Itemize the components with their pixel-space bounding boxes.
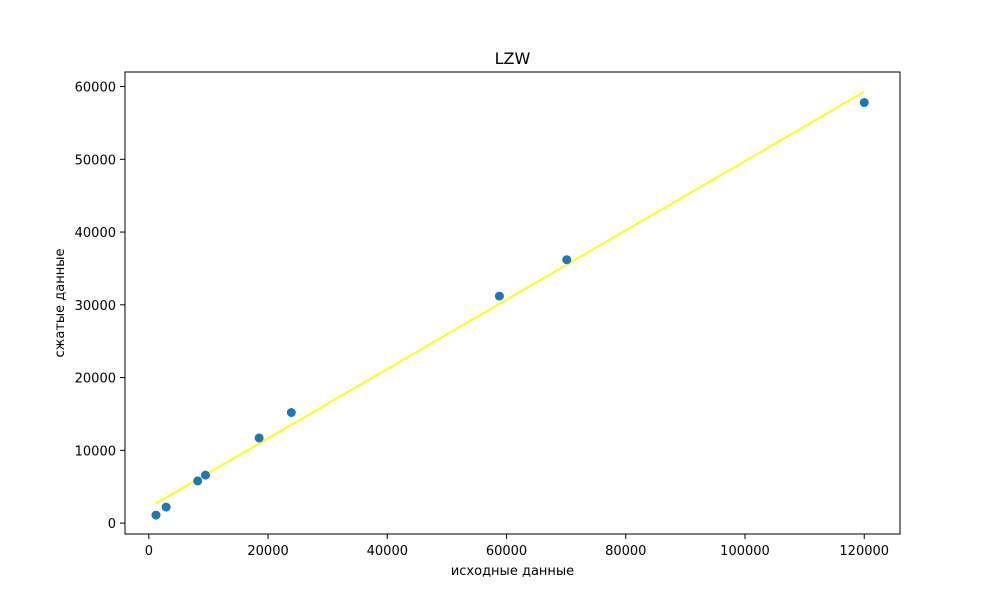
y-tick-label: 10000	[75, 444, 116, 459]
y-tick-label: 40000	[75, 226, 116, 241]
x-tick-label: 20000	[247, 544, 288, 559]
data-point	[562, 255, 572, 265]
data-point	[200, 470, 210, 480]
x-tick-label: 0	[145, 544, 153, 559]
chart-title: LZW	[495, 49, 531, 68]
y-tick-label: 60000	[75, 81, 116, 96]
data-point	[193, 476, 203, 486]
x-tick-label: 80000	[605, 544, 646, 559]
x-axis-title: исходные данные	[451, 564, 574, 579]
data-point	[254, 433, 264, 443]
data-point	[286, 407, 296, 417]
y-tick-label: 50000	[75, 153, 116, 168]
y-tick-label: 0	[108, 517, 116, 532]
y-axis-title: сжатые данные	[53, 248, 68, 357]
x-tick-label: 40000	[367, 544, 408, 559]
y-tick-label: 20000	[75, 372, 116, 387]
data-point	[161, 502, 171, 512]
data-point	[859, 98, 869, 108]
fit-line	[155, 90, 865, 505]
plot-frame	[124, 71, 901, 535]
x-tick-label: 100000	[720, 544, 770, 559]
y-tick-label: 30000	[75, 299, 116, 314]
data-point	[151, 510, 161, 520]
x-tick-label: 60000	[486, 544, 527, 559]
data-point	[494, 291, 504, 301]
x-tick-label: 120000	[839, 544, 889, 559]
